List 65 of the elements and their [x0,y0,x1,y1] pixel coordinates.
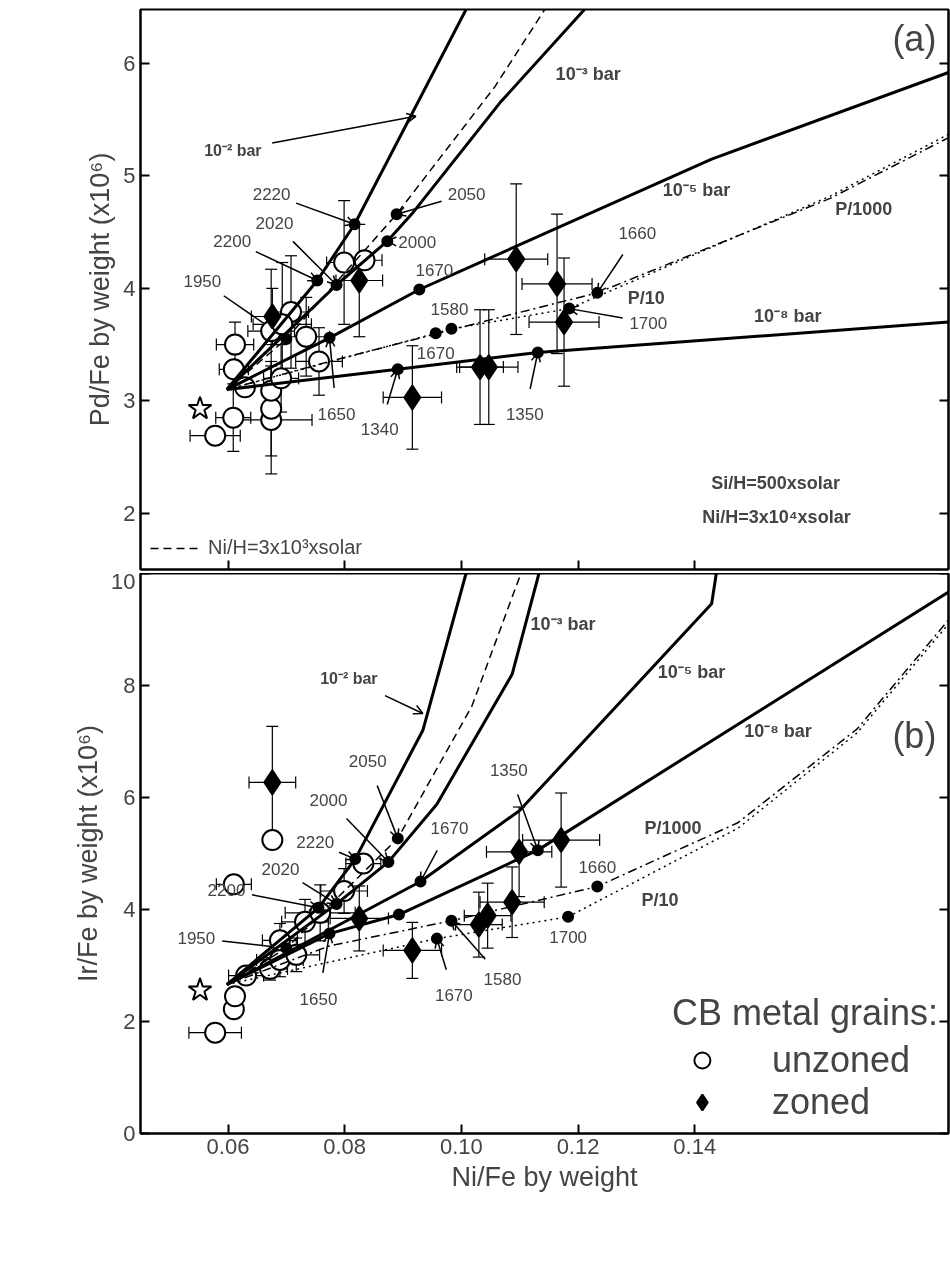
annotation: 10⁻⁵ bar [657,661,726,682]
annotation: 1950 [183,271,222,291]
annotation: 1660 [618,223,657,243]
y-tick-label: 5 [123,163,136,189]
annotation: 2220 [296,833,335,853]
x-tick-label: 0.08 [323,1133,367,1159]
annotation: 1350 [505,405,544,425]
annotation: P/1000 [835,199,893,220]
annotation: Si/H=500xsolar [711,472,840,493]
annotation: 10⁻³ bar [555,64,621,85]
legend-label: Ni/H=3x10³xsolar [208,536,362,559]
annotation: 2020 [255,214,294,233]
annotation: 2000 [398,233,437,253]
legend-title: CB metal grains: [671,992,938,1034]
annotation: P/1000 [644,817,702,838]
x-axis-title: Ni/Fe by weight [451,1161,639,1192]
annotation: 1580 [430,299,469,319]
annotation: 2000 [309,790,348,810]
annotation: 1670 [416,344,455,364]
legend-label: zoned [771,1081,870,1123]
x-tick-label: 0.12 [556,1133,600,1159]
chart-title: (a) [892,17,937,59]
y-tick-label: 2 [123,1009,136,1034]
annotation: 1950 [177,929,216,949]
annotation: 1650 [317,404,356,424]
annotation: 10⁻⁸ bar [744,721,812,742]
annotation: 1670 [415,260,454,280]
annotation: Ni/H=3x10⁴xsolar [702,506,851,527]
y-tick-label: 0 [123,1121,136,1146]
x-tick-label: 0.10 [439,1133,483,1159]
annotation: 2220 [252,185,291,205]
text: (b) [892,715,937,757]
y-tick-label: 6 [123,785,136,810]
y-axis-title: Pd/Fe by weight (x10⁶) [85,152,116,427]
annotation: 10⁻⁸ bar [753,306,822,327]
annotation: 2050 [348,752,387,772]
annotation: 1670 [430,818,469,838]
annotation: P/10 [627,288,665,309]
y-tick-label: 6 [123,50,136,76]
y-tick-label: 10 [111,568,136,594]
x-tick-label: 0.14 [673,1133,717,1159]
y-tick-label: 3 [123,388,136,414]
annotation: 1700 [629,313,668,333]
y-tick-label: 4 [123,897,136,922]
annotation: 1650 [299,989,338,1009]
annotation: 2050 [447,185,486,205]
annotation: 1670 [434,985,473,1005]
y-axis-title: Ir/Fe by weight (x10⁶) [73,724,104,983]
annotation: 10⁻² bar [204,141,262,159]
annotation: 1700 [549,927,588,947]
y-tick-label: 8 [123,673,136,698]
annotation: 10⁻⁵ bar [662,180,731,201]
annotation: P/10 [641,889,679,910]
annotation: 10⁻² bar [320,670,378,687]
annotation: 1580 [483,969,522,989]
legend-label: unzoned [771,1039,911,1081]
y-tick-label: 2 [123,500,136,526]
annotation: 2020 [261,859,300,879]
annotation: 10⁻³ bar [530,614,596,635]
x-tick-label: 0.06 [206,1133,250,1159]
annotation: 1350 [489,761,528,781]
annotation: 1660 [578,857,617,877]
y-tick-label: 4 [123,275,136,301]
annotation: 1340 [360,420,399,440]
annotation: 2200 [213,231,252,251]
